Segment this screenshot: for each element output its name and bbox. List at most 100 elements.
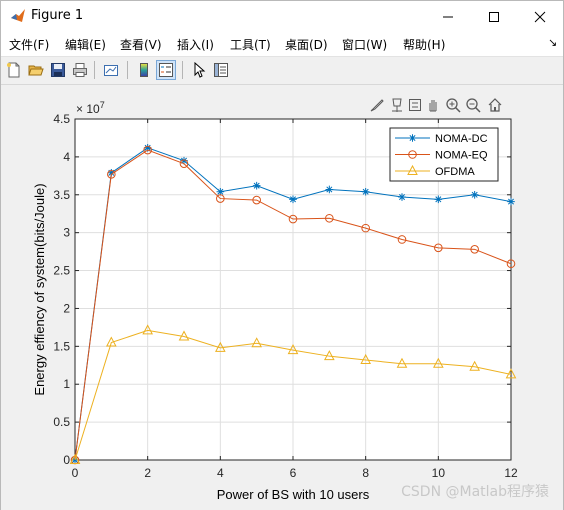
print-button[interactable] [70, 60, 90, 80]
data-point [325, 213, 334, 223]
legend-marker [408, 134, 417, 142]
y-exponent-label: × 107 [76, 100, 105, 116]
data-point [107, 170, 116, 179]
export-icon[interactable] [407, 97, 423, 113]
data-point [288, 214, 298, 224]
pointer-button[interactable] [189, 60, 209, 80]
menu-edit[interactable]: 编辑(E) [65, 38, 106, 52]
x-tick-label: 12 [504, 466, 518, 480]
menu-view[interactable]: 查看(V) [120, 38, 162, 52]
data-point [434, 195, 443, 204]
x-tick-label: 4 [217, 466, 224, 480]
maximize-button[interactable] [471, 1, 517, 32]
data-point [433, 357, 444, 368]
menu-bar: 文件(F) 编辑(E) 查看(V) 插入(I) 工具(T) 桌面(D) 窗口(W… [1, 32, 563, 57]
data-point [289, 195, 297, 204]
window-title: Figure 1 [31, 8, 84, 23]
y-tick-label: 4 [63, 150, 70, 164]
open-file-button[interactable] [26, 60, 46, 80]
data-point [505, 368, 517, 379]
data-point [361, 187, 370, 196]
data-point [470, 190, 479, 199]
series-line-noma-eq [74, 149, 512, 461]
watermark-text: CSDN @Matlab程序猿 [401, 484, 549, 500]
data-point [216, 194, 225, 203]
pan-icon[interactable] [425, 97, 441, 113]
legend-marker [407, 164, 418, 175]
menu-window[interactable]: 窗口(W) [342, 38, 388, 52]
data-point [143, 145, 152, 155]
menu-insert[interactable]: 插入(I) [177, 38, 214, 52]
y-tick-label: 3 [63, 226, 70, 240]
menu-help[interactable]: 帮助(H) [403, 38, 446, 52]
close-button[interactable] [517, 1, 563, 32]
legend-entry-label: NOMA-DC [435, 133, 488, 145]
y-tick-label: 3.5 [53, 188, 70, 202]
data-tips-icon[interactable] [389, 97, 405, 113]
title-bar[interactable]: Figure 1 [1, 1, 563, 32]
legend-icon [159, 63, 173, 77]
y-tick-label: 0.5 [53, 415, 70, 429]
x-axis-label: Power of BS with 10 users [217, 487, 370, 502]
link-plot-icon [104, 65, 118, 76]
minimize-button[interactable] [425, 1, 471, 32]
x-tick-label: 0 [72, 466, 79, 480]
data-point [69, 453, 81, 464]
print-icon [73, 63, 87, 77]
property-inspector-icon [214, 63, 228, 77]
series-line-ofdma [74, 329, 512, 461]
data-point [107, 169, 116, 177]
data-point [251, 337, 262, 348]
y-axis-label: Energy effiency of system(bits/Joule) [32, 183, 47, 395]
menu-overflow-icon[interactable]: ↘ [548, 36, 558, 49]
new-figure-button[interactable] [4, 60, 24, 80]
menu-tools[interactable]: 工具(T) [230, 38, 271, 52]
data-point [287, 344, 299, 355]
save-icon [51, 63, 65, 77]
legend-marker [408, 150, 417, 159]
data-point [434, 243, 443, 253]
legend-entry-label: NOMA-EQ [435, 150, 488, 162]
data-point [178, 330, 190, 341]
data-point [397, 235, 407, 244]
y-tick-label: 1.5 [53, 339, 70, 353]
toolbar-separator [127, 61, 128, 79]
x-tick-label: 10 [432, 466, 446, 480]
colorbar-button[interactable] [134, 60, 154, 80]
data-point [180, 156, 188, 165]
legend-box[interactable] [389, 127, 499, 182]
menu-desktop[interactable]: 桌面(D) [285, 38, 328, 52]
pointer-icon [194, 62, 206, 78]
brush-icon[interactable] [369, 97, 385, 113]
menu-file[interactable]: 文件(F) [9, 38, 50, 52]
data-point [398, 193, 406, 201]
x-tick-label: 8 [362, 466, 369, 480]
new-figure-icon [7, 62, 20, 78]
home-icon[interactable] [487, 97, 503, 113]
toolbar-separator [94, 61, 95, 79]
data-point [143, 143, 152, 152]
zoom-out-icon[interactable] [465, 97, 481, 113]
zoom-in-icon[interactable] [445, 97, 461, 113]
data-point [507, 197, 515, 206]
y-tick-label: 0 [63, 453, 70, 467]
data-point [324, 350, 335, 361]
property-inspector-button[interactable] [211, 60, 231, 80]
link-plot-button[interactable] [101, 60, 121, 80]
x-tick-label: 6 [290, 466, 297, 480]
legend-button[interactable] [156, 60, 176, 80]
toolbar-separator [182, 61, 183, 79]
maximize-icon [489, 11, 499, 22]
save-button[interactable] [48, 60, 68, 80]
data-point [215, 341, 226, 352]
data-point [360, 353, 371, 364]
minimize-icon [443, 16, 453, 17]
data-point [396, 357, 408, 368]
data-point [506, 259, 516, 269]
data-point [216, 187, 225, 196]
data-point [179, 159, 189, 169]
y-tick-label: 2.5 [53, 264, 70, 278]
data-point [361, 223, 370, 233]
